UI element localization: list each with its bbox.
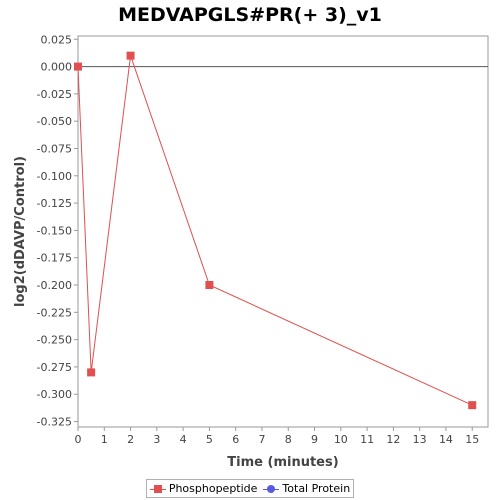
x-axis-label: Time (minutes)	[227, 455, 338, 470]
x-tick-label: 9	[311, 433, 318, 446]
legend-phosphopeptide-label: Phosphopeptide	[168, 482, 258, 495]
x-tick-label: 12	[386, 433, 400, 446]
x-tick-label: 0	[75, 433, 82, 446]
y-tick-label: -0.025	[37, 88, 72, 101]
x-tick-label: 14	[439, 433, 453, 446]
legend-item-phosphopeptide: Phosphopeptide	[149, 482, 258, 495]
y-tick-label: -0.075	[37, 142, 72, 155]
x-tick-label: 8	[285, 433, 292, 446]
legend: Phosphopeptide Total Protein	[146, 479, 354, 498]
y-tick-label: -0.225	[37, 306, 72, 319]
y-tick-label: -0.100	[37, 170, 72, 183]
x-tick-label: 13	[413, 433, 427, 446]
y-tick-label: -0.200	[37, 279, 72, 292]
x-tick-label: 5	[206, 433, 213, 446]
legend-phosphopeptide-marker	[149, 484, 166, 493]
plot-frame	[77, 35, 489, 428]
y-tick-label: -0.150	[37, 224, 72, 237]
x-tick-label: 1	[101, 433, 108, 446]
y-tick-label: 0.000	[41, 61, 73, 74]
legend-total-protein-marker	[263, 484, 280, 493]
x-tick-label: 2	[127, 433, 134, 446]
data-point-phosphopeptide	[468, 401, 477, 410]
x-tick-label: 15	[465, 433, 479, 446]
x-tick-label: 7	[258, 433, 265, 446]
chart-title: MEDVAPGLS#PR(+ 3)_v1	[118, 4, 382, 26]
x-tick-label: 3	[153, 433, 160, 446]
y-tick-label: -0.300	[37, 388, 72, 401]
y-tick-label: -0.050	[37, 115, 72, 128]
x-tick-label: 6	[232, 433, 239, 446]
y-tick-label: -0.125	[37, 197, 72, 210]
y-tick-label: -0.175	[37, 252, 72, 265]
legend-total-protein-label: Total Protein	[282, 482, 351, 495]
data-point-phosphopeptide	[126, 51, 135, 60]
data-point-phosphopeptide	[205, 281, 214, 290]
y-tick-label: -0.250	[37, 334, 72, 347]
y-tick-label: -0.325	[37, 416, 72, 429]
y-axis-label: log2(dDAVP/Control)	[13, 156, 28, 307]
data-point-phosphopeptide	[74, 62, 82, 71]
y-tick-label: 0.025	[41, 33, 73, 46]
data-point-phosphopeptide	[87, 368, 96, 377]
x-tick-label: 10	[334, 433, 348, 446]
x-tick-label: 11	[360, 433, 374, 446]
x-tick-label: 4	[180, 433, 187, 446]
legend-item-total-protein: Total Protein	[263, 482, 350, 495]
y-tick-label: -0.275	[37, 361, 72, 374]
